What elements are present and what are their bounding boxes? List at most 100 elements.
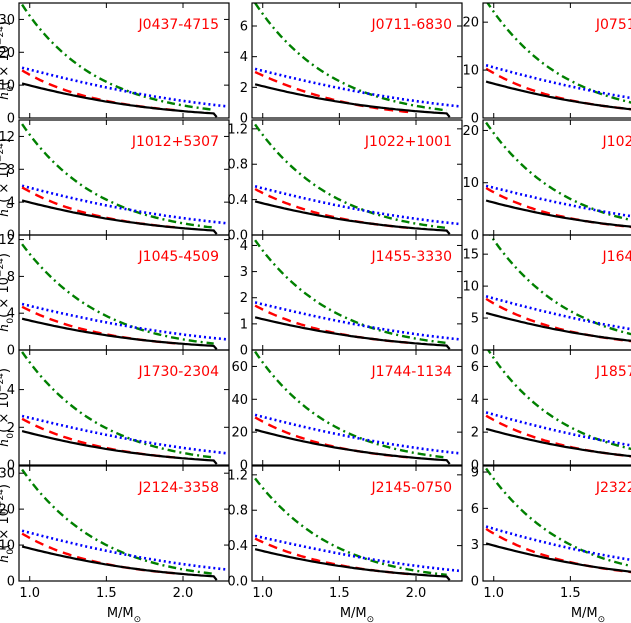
x-label-sub: ⊙: [598, 615, 606, 623]
series-red: [254, 70, 409, 114]
y-tick-label: 20: [462, 124, 479, 139]
y-label-sub: 0: [6, 318, 16, 324]
y-tick-label: 0: [471, 459, 479, 474]
series-green: [21, 123, 214, 229]
series-black: [254, 83, 451, 118]
series-black: [21, 545, 218, 581]
y-axis-label: h0( × 10−24): [0, 253, 16, 332]
y-tick-label: 6: [471, 502, 479, 517]
y-tick-label: 30: [0, 13, 15, 28]
y-tick-label: 0.4: [227, 539, 248, 554]
pulsar-label: J1012+5307: [131, 134, 219, 150]
y-tick-label: 4: [471, 393, 479, 408]
y-label-rest: ( × 10: [0, 392, 12, 433]
x-label-sub: ⊙: [134, 615, 142, 623]
curves: [254, 3, 460, 118]
series-blue: [254, 534, 460, 573]
series-blue: [485, 525, 631, 562]
curves: [485, 235, 631, 343]
y-tick-label: 4: [7, 383, 15, 398]
x-label-main: M/M: [340, 606, 367, 621]
curves: [21, 243, 227, 350]
y-tick-label: 4: [7, 307, 15, 322]
series-red: [21, 186, 176, 229]
y-tick-label: 20: [462, 16, 479, 31]
y-tick-label: 30: [0, 467, 15, 482]
y-tick-label: 2: [7, 421, 15, 436]
series-green: [254, 239, 447, 345]
series-blue: [21, 529, 227, 571]
y-tick-label: 4: [240, 239, 248, 254]
curves: [21, 351, 227, 465]
series-green: [485, 121, 631, 222]
series-red: [485, 67, 631, 111]
y-tick-label: 0.0: [227, 575, 248, 590]
y-label-exp: −24: [0, 258, 6, 277]
x-axis-label: M/M⊙: [340, 606, 374, 623]
pulsar-label: J1022+1001: [364, 134, 452, 150]
x-label-sub: ⊙: [367, 615, 375, 623]
y-tick-label: 60: [231, 360, 248, 375]
y-tick-label: 0: [240, 459, 248, 474]
series-blue: [21, 302, 227, 341]
curves: [21, 468, 227, 581]
series-red: [254, 304, 409, 344]
y-axis-label: h0( × 10−24): [0, 368, 16, 447]
plot-frame: [482, 2, 631, 119]
y-tick-label: 1.2: [227, 122, 248, 137]
y-label-sub: 0: [6, 433, 16, 439]
subplot-J0711-6830: 0 2 4 6 J0711-6830: [240, 2, 463, 127]
y-tick-label: 0.4: [227, 193, 248, 208]
y-tick-label: 0: [471, 229, 479, 244]
series-green: [486, 3, 631, 104]
pulsar-label: J0711-6830: [371, 17, 452, 33]
y-label-close: ): [0, 138, 12, 143]
y-label-rest: ( × 10: [0, 277, 12, 318]
y-label-rest: ( × 10: [0, 508, 12, 549]
series-blue: [254, 185, 460, 226]
y-tick-label: 0: [471, 112, 479, 127]
series-green: [21, 3, 214, 111]
subplot-J2145-0750: 1.0 1.5 2.0 0.0 0.4 0.8 1.2 J2145-0750 M/M⊙: [227, 465, 463, 623]
y-tick-label: 1.2: [227, 468, 248, 483]
y-label-sub: 0: [6, 549, 16, 555]
series-blue: [21, 414, 227, 455]
y-tick-label: 0: [7, 575, 15, 590]
pulsar-label: J2145-0750: [371, 480, 452, 496]
series-blue: [485, 184, 631, 218]
y-tick-label: 4: [7, 196, 15, 211]
y-tick-label: 2: [240, 291, 248, 306]
series-black: [485, 199, 631, 228]
curves: [254, 350, 460, 465]
y-tick-label: 12: [0, 130, 15, 145]
y-tick-label: 2: [240, 81, 248, 96]
x-axis-label: M/M⊙: [107, 606, 141, 623]
y-label-close: ): [0, 21, 12, 26]
y-label-symbol: h: [0, 209, 12, 217]
y-tick-label: 0: [7, 112, 15, 127]
pulsar-label: J1857+0943: [595, 364, 631, 380]
series-green: [485, 467, 631, 568]
y-axis-label: h0( × 10−24): [0, 21, 16, 100]
curves: [254, 477, 460, 581]
y-label-sub: 0: [6, 86, 16, 92]
series-blue: [21, 184, 227, 225]
series-blue: [485, 295, 631, 331]
series-blue: [485, 64, 631, 100]
x-tick-label: 2.0: [173, 586, 194, 601]
y-tick-label: 0: [7, 344, 15, 359]
y-tick-label: 0: [7, 229, 15, 244]
y-tick-label: 20: [231, 426, 248, 441]
y-tick-label: 0.0: [227, 229, 248, 244]
curves: [485, 121, 631, 229]
series-blue: [485, 411, 631, 447]
x-label-main: M/M: [571, 606, 598, 621]
series-black: [21, 199, 218, 235]
y-label-exp: −24: [0, 373, 6, 392]
y-label-rest: ( × 10: [0, 45, 12, 86]
y-label-symbol: h: [0, 92, 12, 100]
y-label-sub: 0: [6, 203, 16, 209]
curves: [254, 123, 460, 235]
